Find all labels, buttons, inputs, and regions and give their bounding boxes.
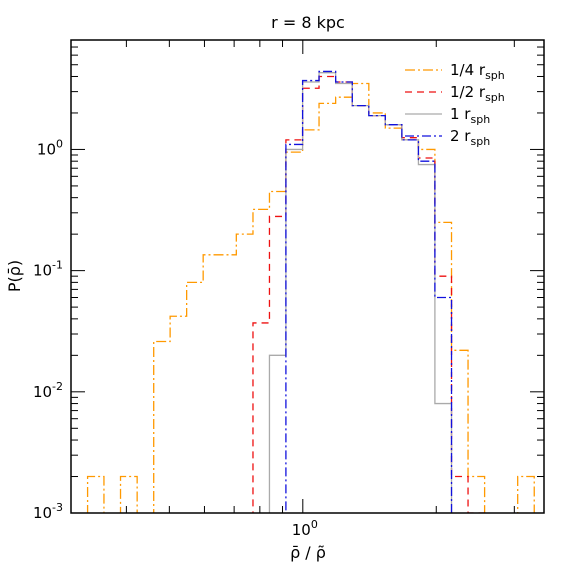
y-tick-label: 10-1 bbox=[33, 259, 63, 280]
y-tick-label: 100 bbox=[37, 137, 63, 158]
chart-title: r = 8 kpc bbox=[271, 13, 345, 32]
legend-label-1: 1/4 rsph bbox=[450, 61, 505, 82]
tick-layer bbox=[70, 39, 544, 514]
y-tick-label: 10-2 bbox=[33, 380, 63, 401]
x-tick-label: 100 bbox=[292, 518, 318, 539]
x-axis-label: ρ̄ / ρ̃ bbox=[290, 543, 326, 562]
legend-label-3: 1 rsph bbox=[450, 105, 490, 126]
y-axis-label: P(ρ̄) bbox=[5, 260, 24, 292]
plot-frame bbox=[70, 39, 545, 514]
series-layer bbox=[86, 70, 535, 513]
series-line-4 bbox=[285, 70, 453, 513]
legend-label-4: 2 rsph bbox=[450, 127, 490, 148]
y-tick-label: 10-3 bbox=[33, 501, 63, 522]
series-line-1 bbox=[86, 82, 535, 513]
plot-area bbox=[86, 70, 535, 513]
legend-label-2: 1/2 rsph bbox=[450, 83, 505, 104]
tick-label-layer: 100 10-1 10-2 10-3 100 bbox=[33, 137, 318, 539]
